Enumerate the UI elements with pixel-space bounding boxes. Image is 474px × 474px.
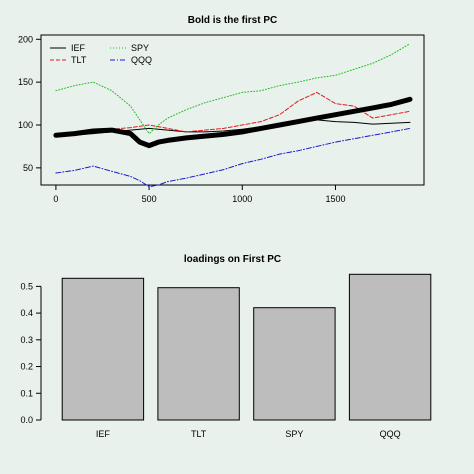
bar-label-spy: SPY — [285, 429, 303, 439]
bar-label-tlt: TLT — [191, 429, 207, 439]
y-tick-label: 0.4 — [20, 308, 33, 318]
line-chart: Bold is the first PC 0 500 1000 1500 50 100 150… — [18, 15, 425, 204]
first-pc-series-line — [53, 96, 413, 149]
legend-label-spy: SPY — [131, 43, 149, 53]
bar-qqq — [348, 273, 432, 421]
x-tick-label: 0 — [53, 194, 58, 204]
y-tick-label: 0.1 — [20, 388, 33, 398]
y-tick-label: 100 — [18, 120, 33, 130]
y-tick-label: 0.3 — [20, 335, 33, 345]
y-tick-label: 0.2 — [20, 362, 33, 372]
x-tick-label: 1500 — [325, 194, 345, 204]
bar-tlt — [157, 287, 240, 421]
x-tick-label: 500 — [142, 194, 157, 204]
legend-label-ief: IEF — [71, 43, 86, 53]
y-tick-label: 150 — [18, 77, 33, 87]
legend-label-qqq: QQQ — [131, 55, 152, 65]
bar-label-ief: IEF — [96, 429, 111, 439]
series-line-tlt — [55, 91, 411, 137]
bar-label-qqq: QQQ — [380, 429, 401, 439]
bar-ief — [61, 277, 145, 421]
x-tick-label: 1000 — [232, 194, 252, 204]
series-line-spy — [55, 43, 411, 135]
bar-spy — [253, 307, 336, 421]
y-tick-label: 200 — [18, 34, 33, 44]
y-tick-label: 0.5 — [20, 281, 33, 291]
y-tick-label: 50 — [23, 163, 33, 173]
y-tick-label: 0.0 — [20, 415, 33, 425]
bar-chart-title: loadings on First PC — [184, 254, 281, 265]
line-plot-frame — [40, 34, 425, 186]
series-line-qqq — [55, 127, 411, 188]
line-chart-title: Bold is the first PC — [188, 15, 277, 26]
legend-label-tlt: TLT — [71, 55, 87, 65]
bar-chart: loadings on First PC 0.0 0.1 0.2 0.3 0.4 0.5 IE… — [20, 254, 432, 439]
